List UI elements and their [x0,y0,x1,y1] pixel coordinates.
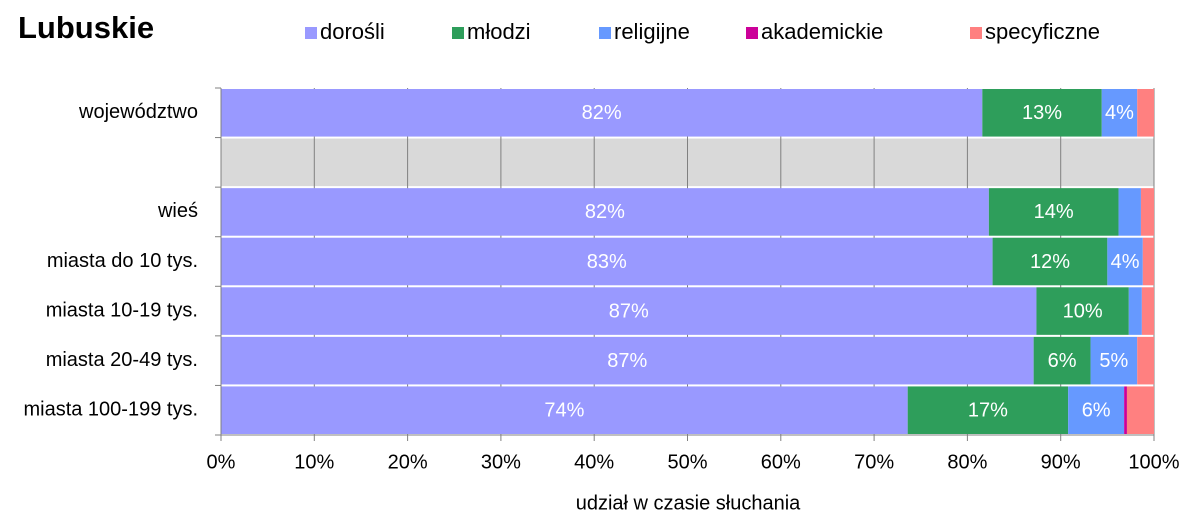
bar-segment [1128,287,1142,335]
data-label: 13% [1022,102,1062,124]
y-tick-label: miasta 10-19 tys. [46,299,198,321]
data-label: 4% [1105,102,1134,124]
chart-title: Lubuskie [18,10,154,45]
data-label: 82% [585,201,625,223]
bar-segment [1124,386,1127,434]
x-tick-label: 0% [207,451,236,473]
x-tick-label: 80% [947,451,987,473]
y-tick-label: miasta do 10 tys. [47,250,198,272]
bar-segment [1068,386,1125,434]
legend-swatch [599,27,611,39]
x-tick-label: 100% [1128,451,1179,473]
data-label: 6% [1048,350,1077,372]
bar-segment [982,89,1102,137]
x-tick-label: 50% [667,451,707,473]
legend-label: akademickie [761,19,883,44]
legend-swatch [746,27,758,39]
data-label: 5% [1099,350,1128,372]
data-label: 4% [1111,251,1140,273]
data-label: 74% [544,399,584,421]
legend-label: młodzi [467,19,531,44]
x-tick-label: 60% [761,451,801,473]
bar-segment [1033,336,1091,385]
bar-segment [1142,237,1154,286]
y-tick-label: miasta 20-49 tys. [46,349,198,371]
y-tick-label: wieś [157,200,198,222]
x-tick-label: 90% [1041,451,1081,473]
bar-segment [221,89,983,137]
bar-segment [1137,336,1154,385]
x-tick-label: 10% [294,451,334,473]
bar-segment [1126,386,1154,434]
data-label: 87% [607,350,647,372]
y-tick-label: województwo [78,101,198,123]
bar-segment [1107,237,1143,286]
x-axis-label: udział w czasie słuchania [576,492,801,514]
bar-segment [1118,188,1141,236]
bar-segment [1140,188,1154,236]
bar-segment [1137,89,1154,137]
legend-label: religijne [614,19,690,44]
bar-segment [221,188,989,236]
bar-segment [1036,287,1129,335]
x-tick-label: 40% [574,451,614,473]
data-label: 6% [1082,399,1111,421]
legend-label: dorośli [320,19,385,44]
data-label: 12% [1030,251,1070,273]
x-tick-label: 70% [854,451,894,473]
bar-segment [221,336,1034,385]
legend-swatch [305,27,317,39]
data-label: 17% [968,399,1008,421]
bar-segment [221,237,993,286]
x-tick-label: 30% [481,451,521,473]
x-tick-label: 20% [388,451,428,473]
legend-swatch [452,27,464,39]
bar-segment [1090,336,1138,385]
legend-label: specyficzne [985,19,1100,44]
data-label: 82% [582,102,622,124]
data-label: 83% [587,251,627,273]
data-label: 10% [1063,300,1103,322]
bar-segment [992,237,1108,286]
data-label: 87% [609,300,649,322]
bar-segment [221,287,1037,335]
bar-segment [221,386,908,434]
y-tick-label: miasta 100-199 tys. [23,398,198,420]
bar-segment [988,188,1119,236]
bar-segment [1141,287,1154,335]
bar-segment [907,386,1069,434]
data-label: 14% [1034,201,1074,223]
bar-segment [1101,89,1138,137]
legend-swatch [970,27,982,39]
